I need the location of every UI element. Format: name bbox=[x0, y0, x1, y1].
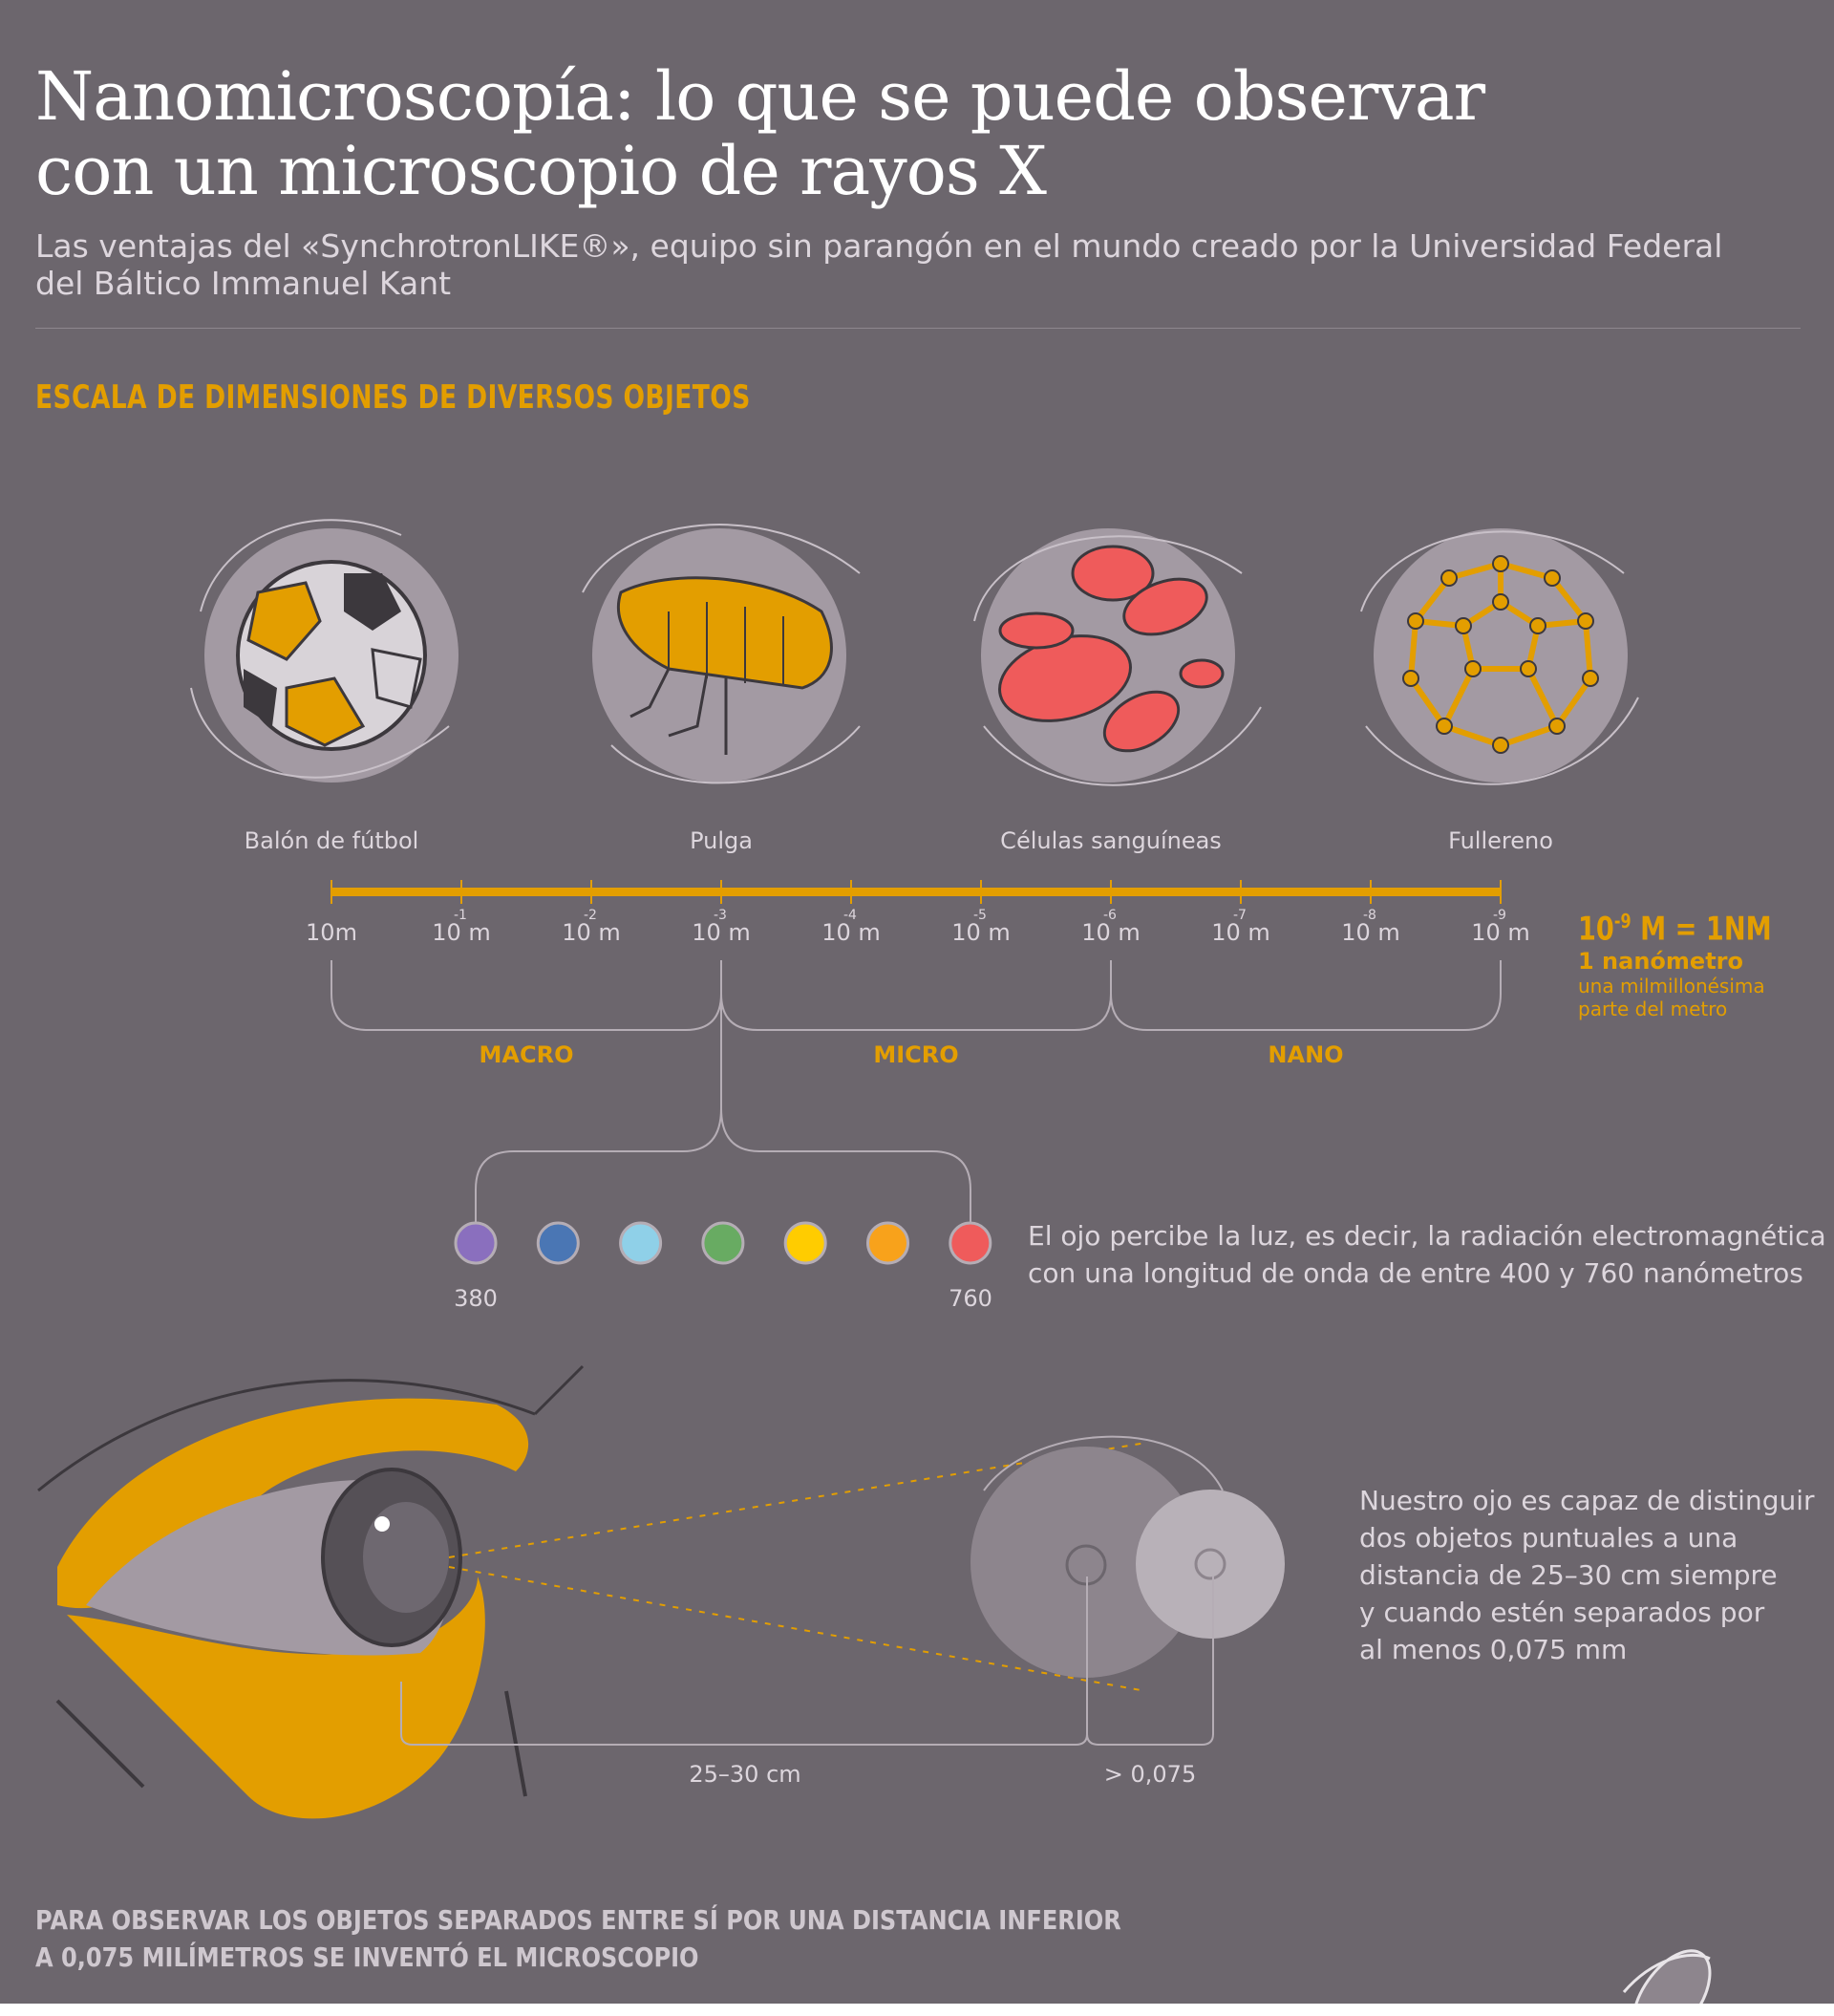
spectrum-text-1: El ojo percibe la luz, es decir, la radi… bbox=[1028, 1220, 1826, 1252]
subtitle-line-2: del Báltico Immanuel Kant bbox=[35, 265, 452, 302]
footer-line-1: PARA OBSERVAR LOS OBJETOS SEPARADOS ENTR… bbox=[35, 1904, 1121, 1936]
eye-icon bbox=[37, 1364, 585, 1819]
separation-label: > 0,075 bbox=[1103, 1761, 1197, 1788]
spectrum-color-dot bbox=[783, 1221, 827, 1265]
tick-base: 10 m bbox=[432, 919, 491, 946]
tick-exponent: -8 bbox=[1362, 908, 1376, 923]
tick-exponent: -2 bbox=[583, 908, 597, 923]
nm-exp: -9 bbox=[1613, 910, 1631, 933]
range-macro: MACRO bbox=[479, 1041, 574, 1068]
tick-base: 10 m bbox=[1341, 919, 1400, 946]
object-label: Fullereno bbox=[1448, 827, 1553, 854]
tick-exponent: -7 bbox=[1232, 908, 1247, 923]
scale-tick-label: 10 m -8 bbox=[1341, 908, 1400, 946]
tick-base: 10 m bbox=[692, 919, 751, 946]
scale-tick-label: 10 m -4 bbox=[821, 908, 881, 946]
footer-note: PARA OBSERVAR LOS OBJETOS SEPARADOS ENTR… bbox=[35, 1901, 1121, 1976]
subtitle: Las ventajas del «SynchrotronLIKE®», equ… bbox=[35, 227, 1755, 302]
scale-tick-label: 10 m -3 bbox=[692, 908, 751, 946]
scale-tick-label: 10 m -1 bbox=[432, 908, 491, 946]
scale-tick-label: 10 m -5 bbox=[951, 908, 1011, 946]
bottom-strip bbox=[0, 2004, 1834, 2016]
scale-tick-label: 10 m -2 bbox=[562, 908, 621, 946]
tick-base: 10 m bbox=[821, 919, 881, 946]
page-title: Nanomicroscopía: lo que se puede observa… bbox=[35, 57, 1485, 210]
nm-desc-2: parte del metro bbox=[1578, 997, 1728, 1021]
eye-text-line: y cuando estén separados por bbox=[1359, 1597, 1765, 1628]
range-brackets bbox=[331, 960, 1502, 1223]
tick-exponent: -9 bbox=[1492, 908, 1506, 923]
blood-cells-icon bbox=[973, 528, 1262, 786]
distance-label: 25–30 cm bbox=[689, 1761, 801, 1788]
spectrum-color-dot bbox=[866, 1221, 909, 1265]
tick-base: 10 m bbox=[951, 919, 1011, 946]
spectrum-color-dot bbox=[454, 1221, 498, 1265]
scale-bar bbox=[331, 888, 1501, 896]
range-nano: NANO bbox=[1268, 1041, 1344, 1068]
spectrum-text: El ojo percibe la luz, es decir, la radi… bbox=[1028, 1217, 1826, 1292]
tick-exponent: -6 bbox=[1102, 908, 1117, 923]
object-label: Células sanguíneas bbox=[1000, 827, 1222, 854]
title-line-2: con un microscopio de rayos X bbox=[35, 132, 1047, 210]
object-label: Balón de fútbol bbox=[244, 827, 419, 854]
scale-tick-label: 10m bbox=[306, 919, 357, 946]
title-line-1: Nanomicroscopía: lo que se puede observa… bbox=[35, 57, 1485, 136]
spectrum-color-dot bbox=[949, 1221, 992, 1265]
nm-title: 1 nanómetro bbox=[1578, 948, 1743, 976]
tick-base: 10 m bbox=[1081, 919, 1141, 946]
section-title: ESCALA DE DIMENSIONES DE DIVERSOS OBJETO… bbox=[35, 378, 751, 417]
spectrum-min: 380 bbox=[454, 1285, 498, 1312]
fullerene-icon bbox=[1360, 528, 1639, 785]
tick-base: 10 m bbox=[1211, 919, 1270, 946]
eye-text-line: dos objetos puntuales a una bbox=[1359, 1522, 1738, 1554]
eye-text: Nuestro ojo es capaz de distinguir dos o… bbox=[1359, 1482, 1815, 1668]
tick-base: 10 m bbox=[1471, 919, 1530, 946]
eye-text-line: Nuestro ojo es capaz de distinguir bbox=[1359, 1485, 1815, 1516]
tick-exponent: -1 bbox=[453, 908, 467, 923]
object-label: Pulga bbox=[690, 827, 753, 854]
scale-tick-label: 10 m -7 bbox=[1211, 908, 1270, 946]
range-micro: MICRO bbox=[873, 1041, 959, 1068]
spectrum-color-dot bbox=[536, 1221, 580, 1265]
spectrum-max: 760 bbox=[949, 1285, 992, 1312]
scale-tick-label: 10 m -6 bbox=[1081, 908, 1141, 946]
eye-text-line: al menos 0,075 mm bbox=[1359, 1634, 1628, 1665]
nm-desc-1: una milmillonésima bbox=[1578, 975, 1765, 998]
nanometer-definition: 10-9 M = 1NM 1 nanómetro una milmillonés… bbox=[1578, 910, 1820, 1020]
soccer-ball-icon bbox=[190, 519, 458, 783]
spectrum-color-dot bbox=[701, 1221, 745, 1265]
eye-text-line: distancia de 25–30 cm siempre bbox=[1359, 1559, 1778, 1591]
subtitle-line-1: Las ventajas del «SynchrotronLIKE®», equ… bbox=[35, 227, 1723, 265]
tick-exponent: -5 bbox=[972, 908, 987, 923]
tick-exponent: -3 bbox=[713, 908, 727, 923]
point-objects bbox=[970, 1435, 1285, 1678]
distance-brackets bbox=[400, 1576, 1214, 1746]
scale-tick-label: 10 m -9 bbox=[1471, 908, 1530, 946]
tick-base: 10m bbox=[306, 919, 357, 946]
divider bbox=[35, 328, 1801, 329]
tick-base: 10 m bbox=[562, 919, 621, 946]
nm-base: 10 bbox=[1578, 910, 1614, 949]
flea-icon bbox=[582, 524, 861, 784]
spectrum-color-dot bbox=[619, 1221, 663, 1265]
nm-equation: M = 1NM bbox=[1640, 910, 1772, 949]
spectrum-text-2: con una longitud de onda de entre 400 y … bbox=[1028, 1257, 1803, 1289]
tick-exponent: -4 bbox=[842, 908, 857, 923]
footer-line-2: A 0,075 MILÍMETROS SE INVENTÓ EL MICROSC… bbox=[35, 1941, 699, 1973]
